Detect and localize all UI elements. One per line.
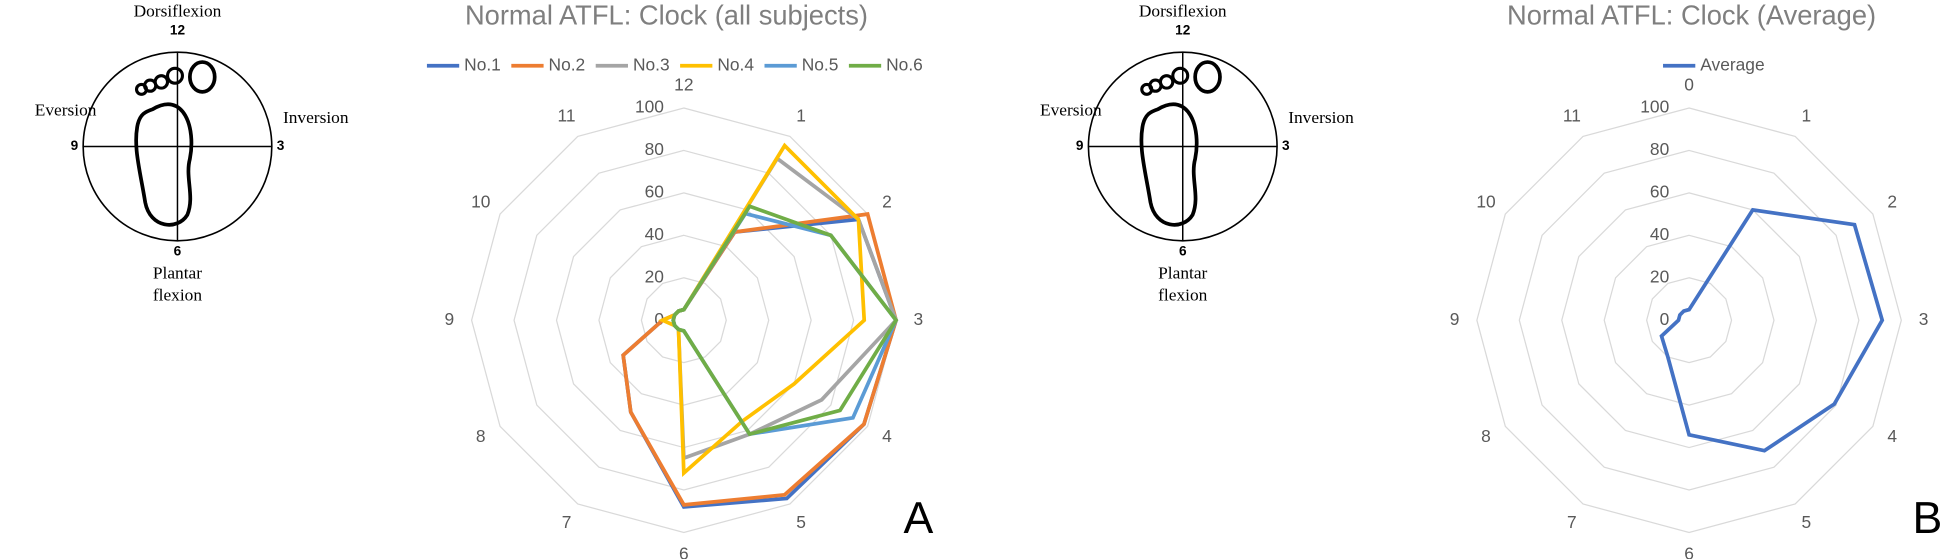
r-tick-label: 20 <box>645 266 664 286</box>
toe <box>188 60 217 94</box>
category-label: 1 <box>796 106 806 126</box>
category-label: 11 <box>1563 106 1581 126</box>
r-tick-label: 80 <box>645 139 664 159</box>
diagram-label: Plantar <box>153 263 202 282</box>
r-tick-label: 100 <box>1640 97 1669 117</box>
foot-diagram: Dorsiflexion 12 Eversion 9 Inversion 3 6 Planta… <box>1040 1 1354 304</box>
diagram-number: 3 <box>277 138 285 153</box>
category-label: 7 <box>1567 512 1577 532</box>
grid-ring <box>1476 107 1902 534</box>
series-line <box>621 212 898 507</box>
category-label: 10 <box>471 192 490 212</box>
diagram-label: Inversion <box>283 108 349 127</box>
diagram-number: 12 <box>1175 23 1191 38</box>
diagram-number: 9 <box>1076 138 1084 153</box>
chart-title: Normal ATFL: Clock (all subjects) <box>465 0 868 31</box>
category-label: 5 <box>1802 512 1812 532</box>
r-tick-label: 80 <box>1650 139 1669 159</box>
foot-outline <box>1139 102 1199 227</box>
category-label: 5 <box>796 512 806 532</box>
foot-outline <box>134 102 194 227</box>
grid-ring <box>598 234 770 406</box>
r-tick-label: 60 <box>645 181 664 201</box>
diagram-label: Eversion <box>1040 101 1102 120</box>
grid-ring <box>1603 234 1775 406</box>
r-tick-label: 0 <box>654 309 664 329</box>
grid-ring <box>1561 192 1818 449</box>
diagram-label: flexion <box>1158 286 1207 305</box>
grid-ring <box>555 192 812 449</box>
category-label: 12 <box>674 74 693 94</box>
category-label: 3 <box>914 309 924 329</box>
category-label: 10 <box>1476 192 1495 212</box>
grid-ring <box>1646 277 1733 364</box>
r-tick-label: 40 <box>1650 224 1669 244</box>
category-label: 9 <box>444 309 454 329</box>
category-label: 1 <box>1802 106 1812 126</box>
diagram-number: 3 <box>1282 138 1290 153</box>
legend-label: No.4 <box>717 54 754 74</box>
toe <box>165 66 184 85</box>
diagram-label: flexion <box>153 286 202 305</box>
chart-title: Normal ATFL: Clock (Average) <box>1507 0 1876 31</box>
category-label: 3 <box>1919 309 1929 329</box>
r-tick-label: 0 <box>1660 309 1670 329</box>
legend-label: No.6 <box>886 54 923 74</box>
r-tick-label: 100 <box>635 97 664 117</box>
r-tick-label: 60 <box>1650 181 1669 201</box>
toe <box>1171 66 1190 85</box>
series-line <box>671 204 899 437</box>
diagram-number: 6 <box>174 244 182 259</box>
legend-label: Average <box>1700 54 1764 74</box>
category-label: 6 <box>1684 543 1694 559</box>
diagram-label: Dorsiflexion <box>1139 1 1227 20</box>
diagram-label: Dorsiflexion <box>134 1 222 20</box>
category-label: 0 <box>1684 74 1694 94</box>
legend-label: No.5 <box>802 54 839 74</box>
diagram-label: Inversion <box>1288 108 1354 127</box>
r-tick-label: 40 <box>645 224 664 244</box>
toe <box>1193 60 1222 94</box>
category-label: 6 <box>679 543 689 559</box>
r-tick-label: 20 <box>1650 266 1669 286</box>
diagram-number: 9 <box>71 138 79 153</box>
category-label: 4 <box>1887 426 1897 446</box>
grid-ring <box>1518 149 1860 491</box>
category-label: 9 <box>1450 309 1460 329</box>
foot-diagram: Dorsiflexion 12 Eversion 9 Inversion 3 6 Planta… <box>35 1 349 304</box>
toe <box>1140 82 1154 96</box>
diagram-number: 6 <box>1179 244 1187 259</box>
category-label: 2 <box>1887 192 1897 212</box>
legend-label: No.1 <box>464 54 501 74</box>
category-label: 4 <box>882 426 892 446</box>
panel-label: A <box>903 494 933 543</box>
legend-label: No.2 <box>549 54 586 74</box>
category-label: 8 <box>476 426 486 446</box>
category-label: 8 <box>1481 426 1491 446</box>
series-line <box>1659 207 1885 453</box>
legend-label: No.3 <box>633 54 670 74</box>
category-label: 11 <box>558 106 576 126</box>
toe <box>134 82 148 96</box>
diagram-label: Eversion <box>35 101 97 120</box>
diagram-label: Plantar <box>1158 263 1207 282</box>
panel-label: B <box>1912 494 1942 543</box>
diagram-number: 12 <box>170 23 186 38</box>
category-label: 7 <box>562 512 572 532</box>
grid-ring <box>640 277 727 364</box>
category-label: 2 <box>882 192 892 212</box>
